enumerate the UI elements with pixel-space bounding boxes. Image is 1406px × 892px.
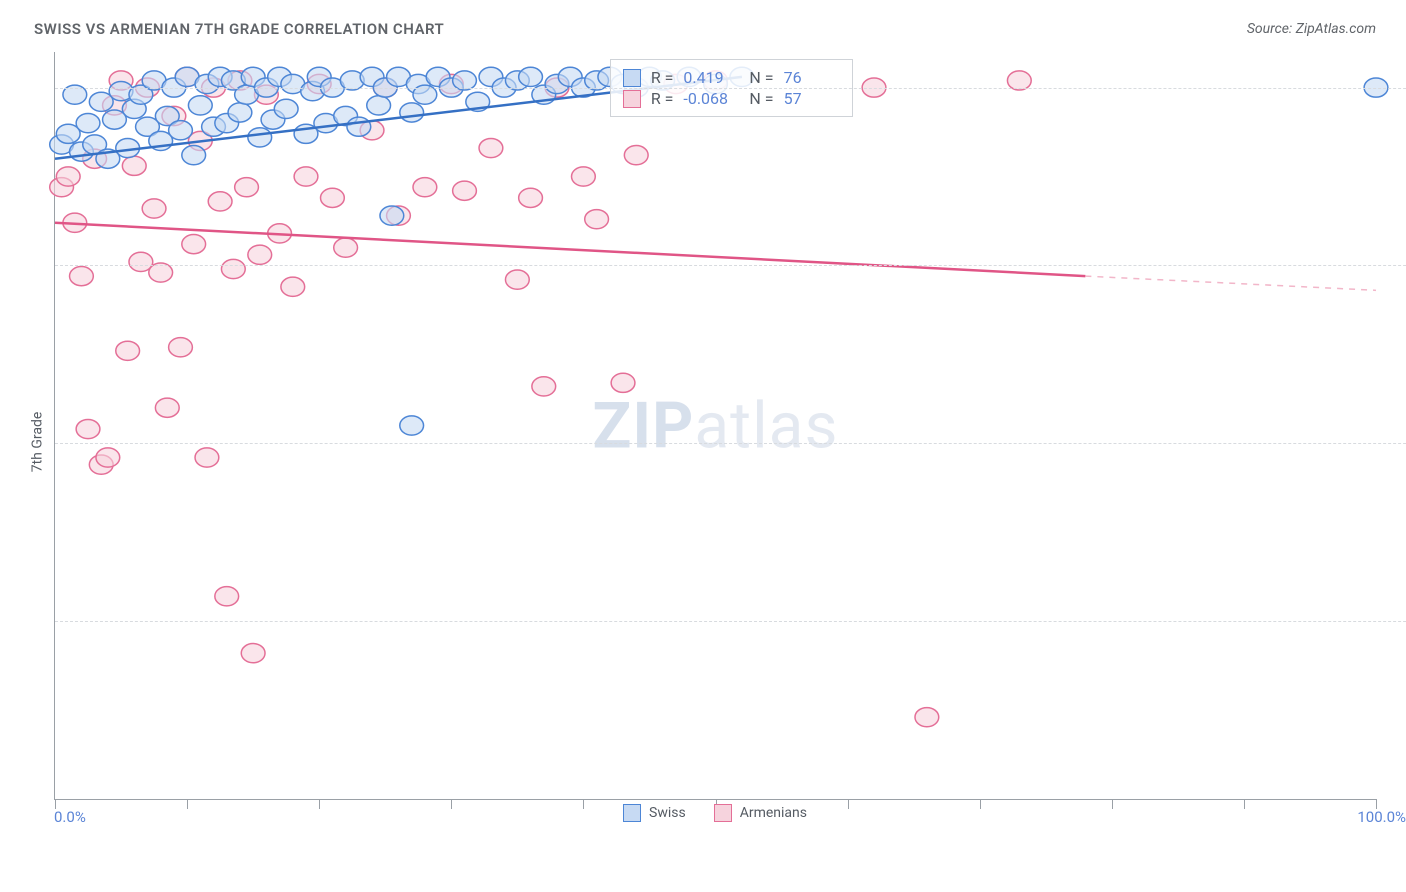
data-point [400,416,424,435]
x-tick-label: 0.0% [54,808,86,826]
data-point [248,245,272,264]
data-point [182,146,206,165]
gridline [55,265,1406,266]
data-point [334,238,358,257]
legend-swatch [623,69,641,87]
data-point [347,117,371,136]
data-point [248,128,272,147]
stat-n-value: 76 [784,68,840,87]
chart-title: SWISS VS ARMENIAN 7TH GRADE CORRELATION … [34,20,444,38]
data-point [413,178,437,197]
legend-swatch [623,804,641,822]
data-point [453,181,477,200]
data-point [221,259,245,278]
data-point [532,377,556,396]
data-point [155,398,179,417]
data-point [96,448,120,467]
y-axis-label: 7th Grade [29,412,45,473]
data-point [70,266,94,285]
legend-label: Swiss [649,805,686,821]
legend-swatch [714,804,732,822]
stat-label: N = [749,89,773,108]
data-point [182,234,206,253]
data-point [915,708,939,727]
data-point [228,103,252,122]
y-tick-label: 100.0% [1381,79,1406,97]
data-point [215,587,239,606]
data-point [235,178,259,197]
data-point [241,644,265,663]
gridline [55,443,1406,444]
plot-area: ZIPatlas R =0.419N =76R =-0.068N =57 85.… [54,52,1376,800]
data-point [274,99,298,118]
data-point [294,167,318,186]
stat-r-value: 0.419 [683,68,739,87]
legend: Swiss Armenians [623,804,807,822]
stat-r-value: -0.068 [683,89,739,108]
data-point [321,188,345,207]
data-point [116,341,140,360]
data-point [572,167,596,186]
y-tick-label: 95.0% [1381,256,1406,274]
stats-row: R = 0.419 N = 76 [623,68,840,87]
data-point [142,199,166,218]
data-point [122,156,146,175]
y-tick-label: 90.0% [1381,434,1406,452]
data-point [400,103,424,122]
data-point [169,338,193,357]
data-point [380,206,404,225]
data-point [208,192,232,211]
data-point [367,96,391,115]
stat-label: N = [749,68,773,87]
legend-label: Armenians [740,805,807,821]
data-point [169,121,193,140]
data-point [611,373,635,392]
scatter-svg [55,52,1376,799]
data-point [281,277,305,296]
data-point [505,270,529,289]
data-point [585,210,609,229]
legend-item: Swiss [623,804,686,822]
stats-row: R = -0.068 N = 57 [623,89,840,108]
data-point [479,138,503,157]
trendline [1085,276,1376,290]
x-axis-labels: SwissArmenians 0.0%100.0% [54,800,1376,832]
legend-item: Armenians [714,804,807,822]
source-label: Source: ZipAtlas.com [1247,21,1376,37]
y-tick-label: 85.0% [1381,612,1406,630]
trendline [55,223,1085,276]
gridline [55,88,1406,89]
data-point [188,96,212,115]
data-point [76,419,100,438]
data-point [519,188,543,207]
stat-label: R = [651,68,674,87]
stat-n-value: 57 [784,89,840,108]
data-point [624,146,648,165]
data-point [195,448,219,467]
data-point [76,114,100,133]
x-tick-label: 100.0% [1357,808,1406,826]
data-point [519,67,543,86]
gridline [55,621,1406,622]
stat-label: R = [651,89,674,108]
data-point [56,167,80,186]
legend-swatch [623,90,641,108]
